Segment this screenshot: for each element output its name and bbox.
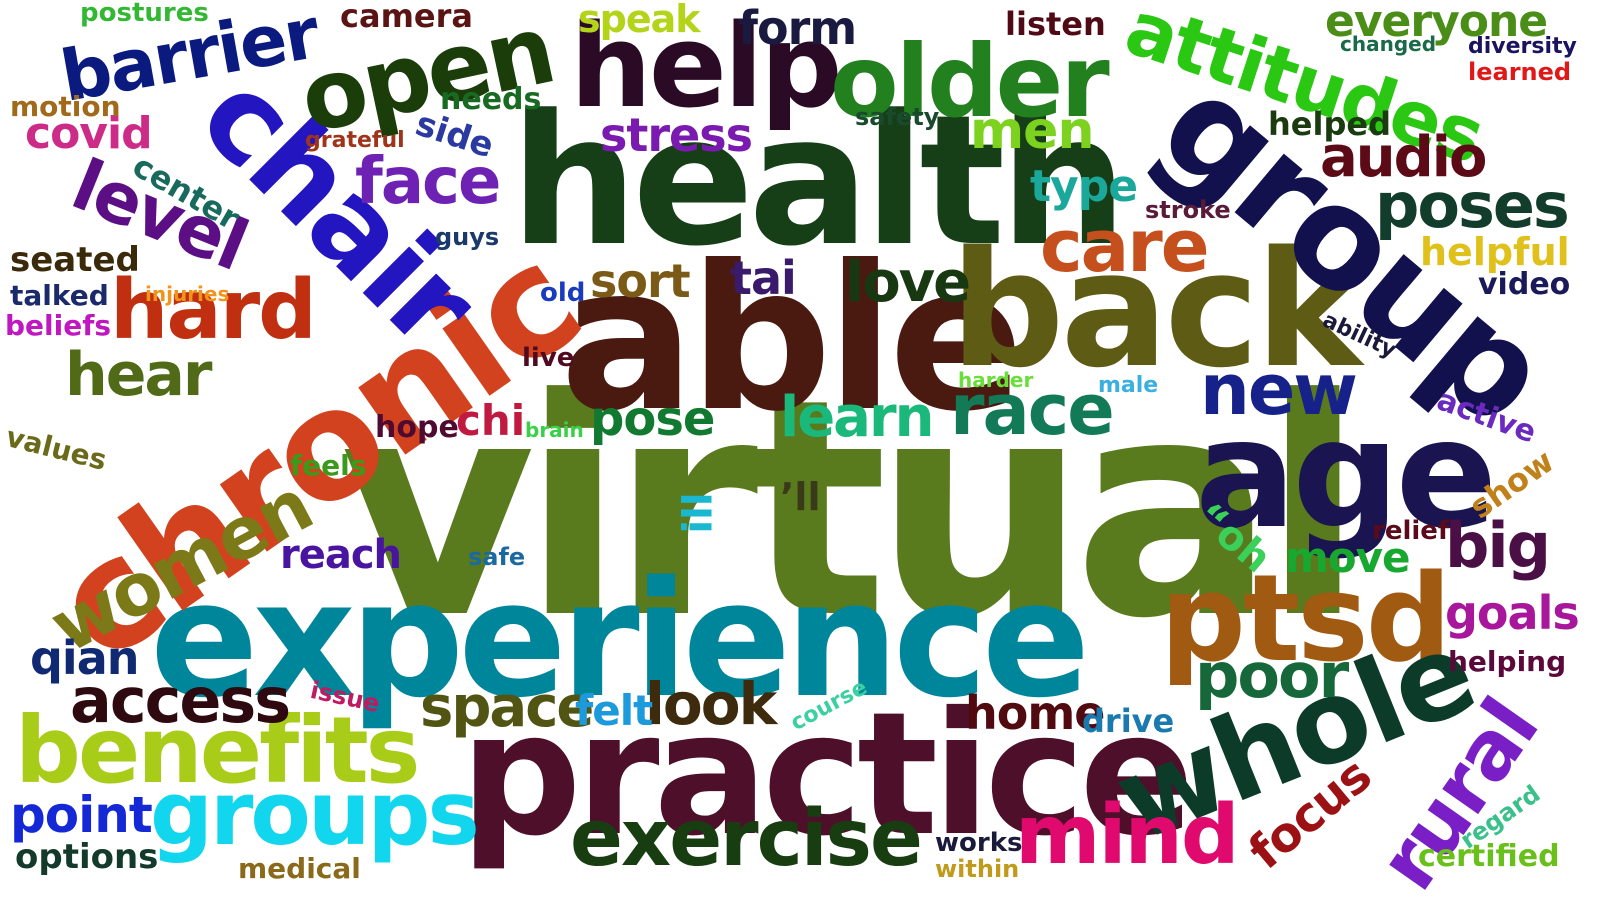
word-works: works xyxy=(935,828,1023,858)
word-audio: audio xyxy=(1320,125,1487,190)
word-space: space xyxy=(420,675,594,740)
word-able: able xyxy=(560,223,1024,456)
word-ptsd: ptsd xyxy=(1160,550,1452,689)
word-motion: motion xyxy=(10,90,121,123)
word-race: race xyxy=(950,369,1115,451)
word-learn: learn xyxy=(780,385,934,450)
word-drive: drive xyxy=(1082,702,1175,740)
word-changed: changed xyxy=(1340,32,1437,56)
word-brain: brain xyxy=(525,418,584,442)
word-options: options xyxy=(15,837,159,877)
word-health: health xyxy=(510,77,1128,286)
word-reach: reach xyxy=(280,532,402,578)
word-qian: qian xyxy=(30,631,139,685)
word-values: values xyxy=(2,420,110,477)
word-guys: guys xyxy=(435,223,500,251)
word-helpful: helpful xyxy=(1420,230,1570,274)
word-tai: tai xyxy=(730,251,797,305)
word-safety: safety xyxy=(855,103,940,131)
word-sort: sort xyxy=(590,254,691,308)
word-care: care xyxy=(1040,204,1210,288)
word-learned: learned xyxy=(1468,58,1572,86)
word-relief: relief xyxy=(1372,516,1450,546)
word-look: look xyxy=(645,670,777,738)
word-exercise: exercise xyxy=(570,794,923,884)
word-camera: camera xyxy=(340,0,473,35)
word-old: old xyxy=(540,278,586,308)
word-helped: helped xyxy=(1268,105,1391,143)
word-practice: practice xyxy=(460,676,1195,874)
word-listen: listen xyxy=(1005,5,1106,43)
word-ill: ill xyxy=(675,492,722,534)
word-benefits: benefits xyxy=(15,697,420,804)
word-certified: certified xyxy=(1418,839,1560,874)
word-within: within xyxy=(935,855,1020,883)
word-speak: speak xyxy=(578,0,701,41)
word-needs: needs xyxy=(440,82,542,117)
word-groups: groups xyxy=(150,762,480,865)
word-safe: safe xyxy=(468,543,526,571)
word-access: access xyxy=(70,664,291,737)
word-beliefs: beliefs xyxy=(5,309,112,342)
word-move: move xyxy=(1285,533,1410,582)
word-injuries: injuries xyxy=(145,282,230,306)
word-postures: postures xyxy=(80,0,209,28)
word-experience: experience xyxy=(150,546,1090,733)
word-felt: felt xyxy=(575,686,653,735)
word-talked: talked xyxy=(10,279,109,312)
word-love: love xyxy=(845,250,971,315)
word-everyone: everyone xyxy=(1325,0,1548,47)
word-poor: poor xyxy=(1195,639,1349,712)
word-chi: chi xyxy=(456,396,526,445)
word-grateful: grateful xyxy=(305,128,405,153)
word-hope: hope xyxy=(375,410,459,445)
word-poses: poses xyxy=(1375,169,1570,242)
word-feels: feels xyxy=(290,449,367,482)
word-pose: pose xyxy=(590,391,715,447)
word-stress: stress xyxy=(600,108,753,162)
word-age: age xyxy=(1195,388,1497,562)
word-new: new xyxy=(1200,349,1358,431)
word-form: form xyxy=(738,1,857,55)
word-help: help xyxy=(570,0,843,134)
word-helping: helping xyxy=(1448,645,1567,678)
word-medical: medical xyxy=(238,852,361,885)
word-home: home xyxy=(965,686,1105,740)
word-virtual: virtual xyxy=(340,335,1365,684)
word-point: point xyxy=(10,786,153,844)
word-live: live xyxy=(522,343,575,373)
word-face: face xyxy=(355,145,501,219)
word-hard: hard xyxy=(110,263,317,358)
word-big: big xyxy=(1445,509,1551,582)
word-covid: covid xyxy=(25,108,153,159)
word-older: older xyxy=(830,23,1110,140)
word-male: male xyxy=(1098,373,1159,398)
word-men: men xyxy=(970,101,1094,161)
word-video: video xyxy=(1478,267,1571,302)
word-stroke: stroke xyxy=(1145,196,1231,224)
word-ll: ’ll xyxy=(780,475,821,519)
word-type: type xyxy=(1030,161,1138,212)
word-mind: mind xyxy=(1015,788,1240,883)
word-back: back xyxy=(950,216,1362,403)
word-seated: seated xyxy=(10,240,140,280)
word-harder: harder xyxy=(958,368,1034,392)
word-hear: hear xyxy=(65,340,212,410)
word-diversity: diversity xyxy=(1468,34,1577,59)
word-goals: goals xyxy=(1445,586,1580,640)
